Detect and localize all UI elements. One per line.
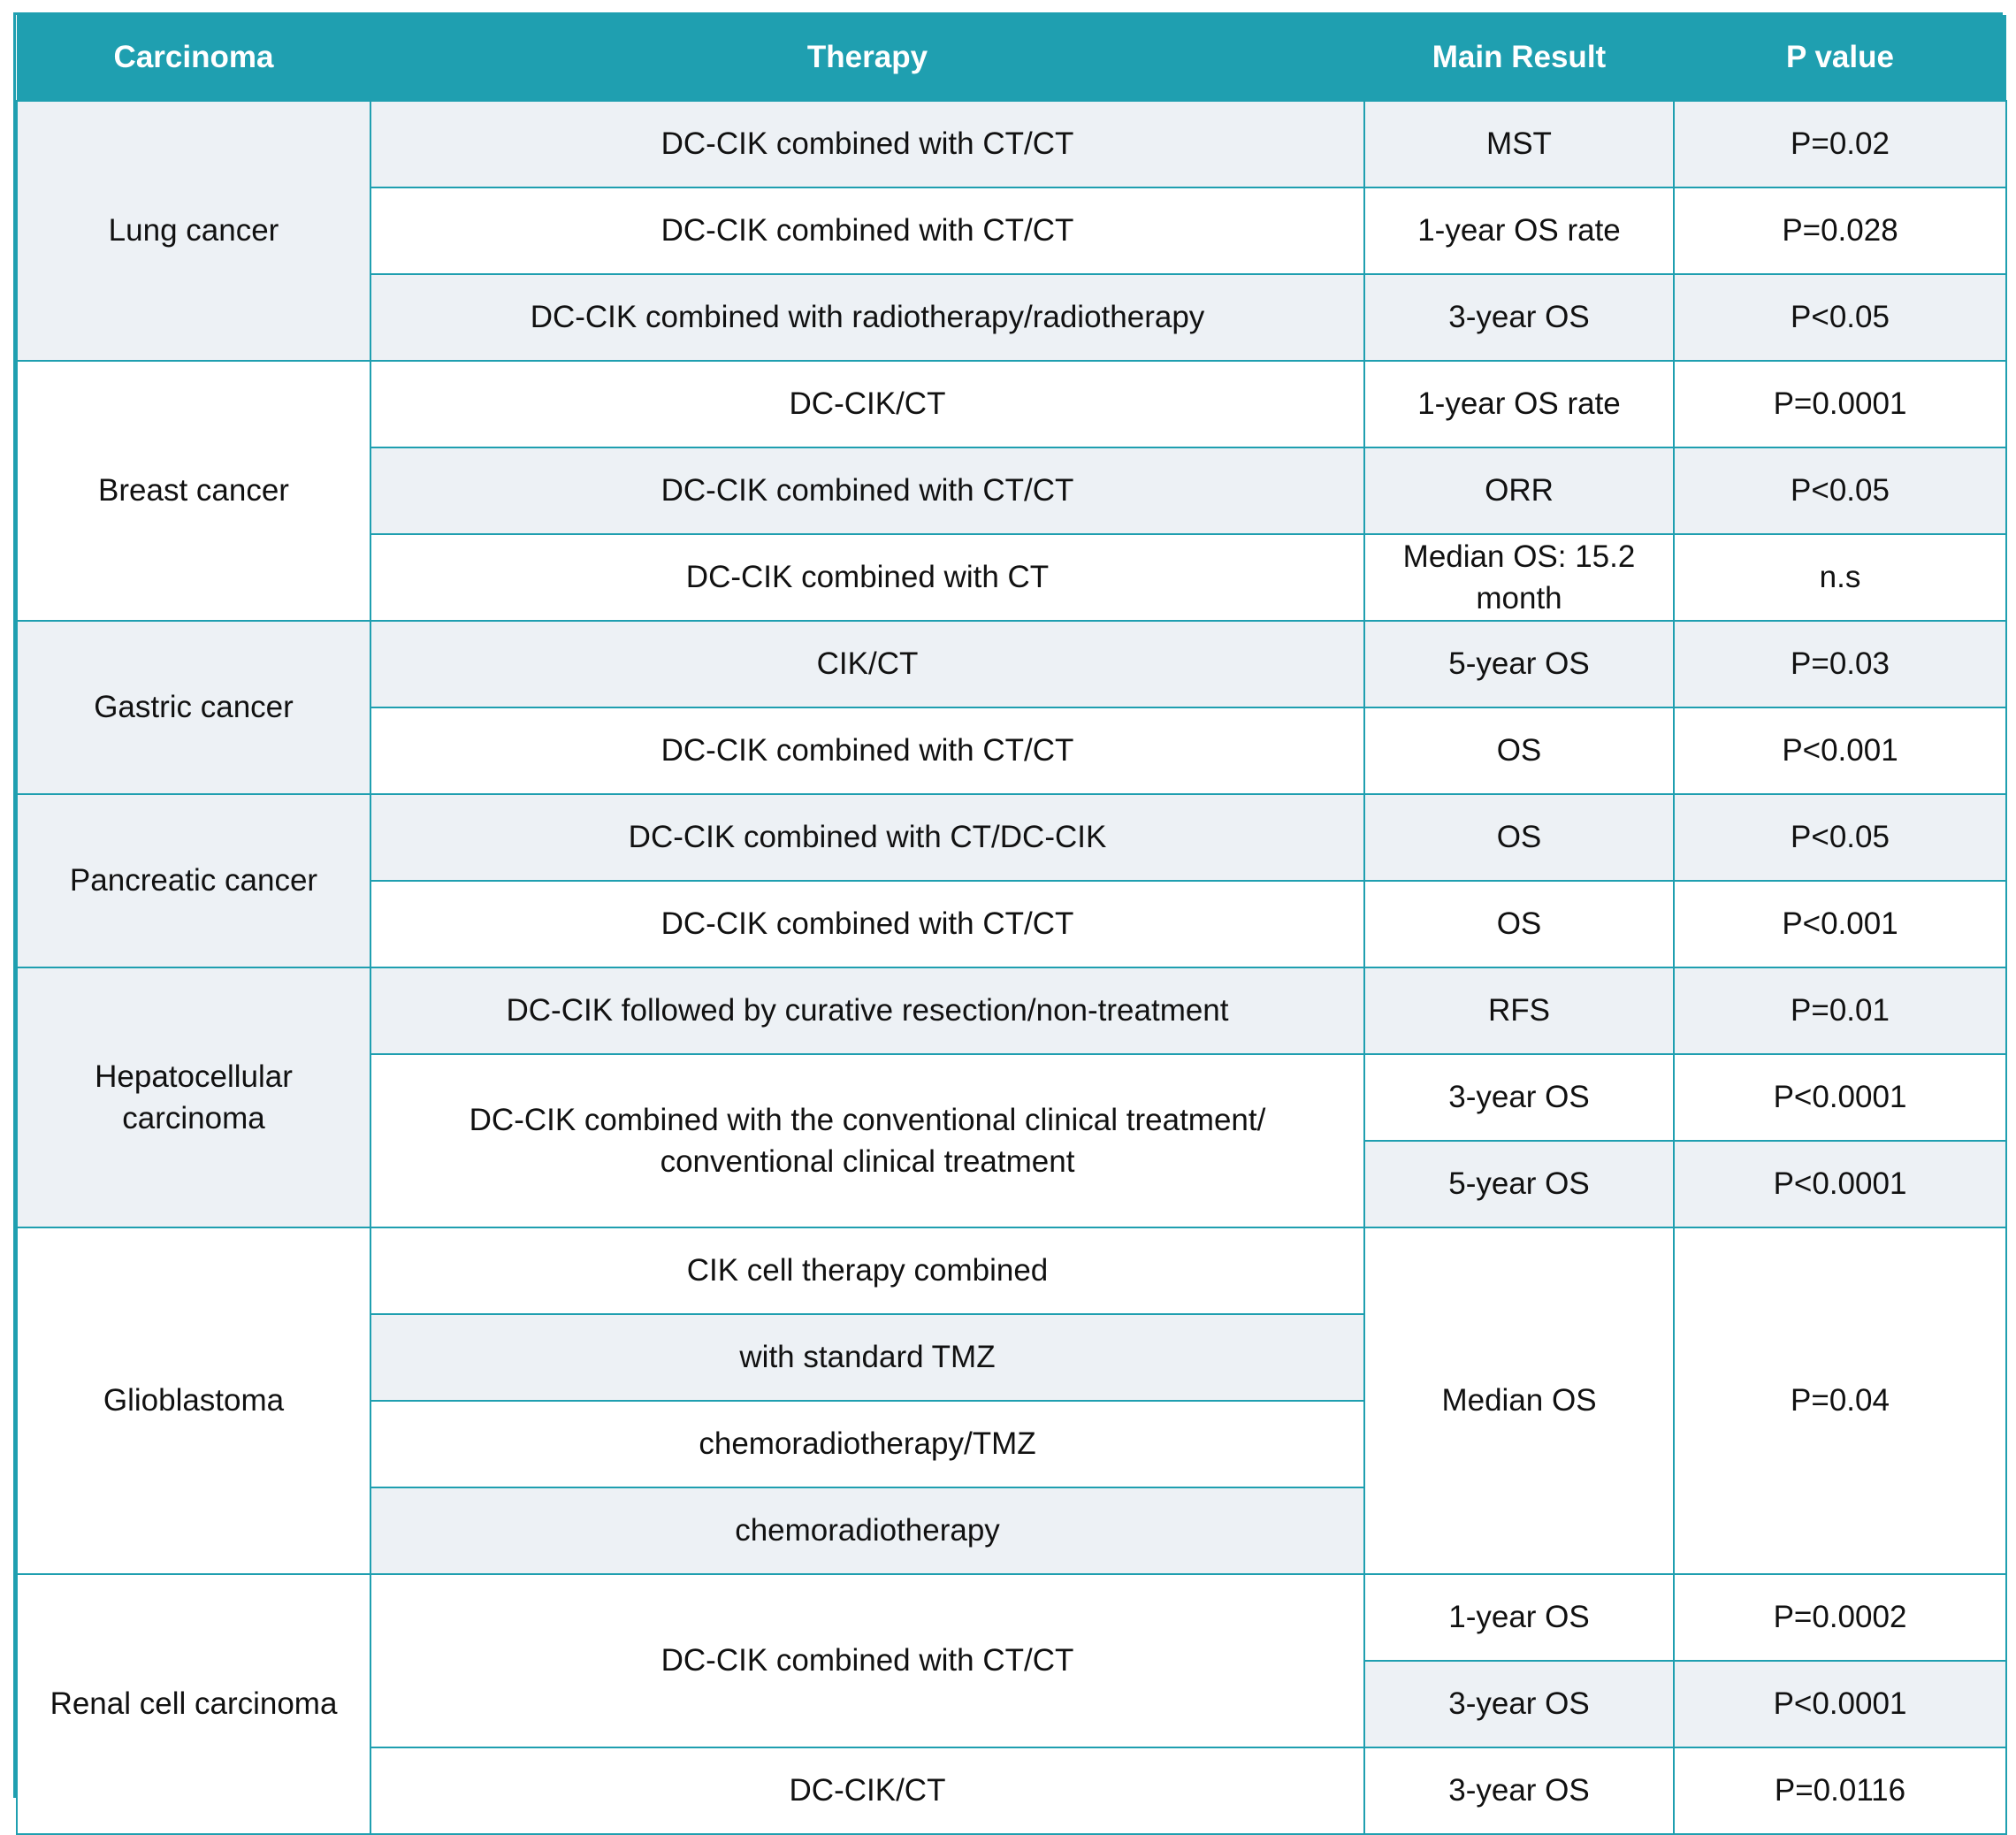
result-cell: 3-year OS (1363, 1053, 1675, 1142)
p-value-cell: P<0.05 (1673, 447, 2007, 535)
carcinoma-cell: Pancreatic cancer (16, 793, 371, 968)
table-row: Pancreatic cancer DC-CIK combined with C… (16, 793, 2007, 968)
table-row: 5-year OS P<0.0001 (17, 1140, 2007, 1228)
carcinoma-cell: Lung cancer (16, 100, 371, 362)
table-row: Breast cancer DC-CIK/CT 1-year OS rate P… (16, 360, 2007, 622)
result-cell: OS (1363, 880, 1675, 968)
therapy-cell: DC-CIK combined with CT/CT (370, 100, 1365, 188)
result-cell: 1-year OS rate (1363, 360, 1675, 448)
p-value-cell: n.s (1673, 533, 2007, 622)
result-cell: 3-year OS (1363, 1660, 1675, 1748)
therapy-cell: DC-CIK combined with the conventional cl… (370, 1053, 1365, 1228)
table-row: DC-CIK combined with CT/CT OS P<0.001 (17, 707, 2007, 795)
p-value-cell: P=0.0116 (1673, 1747, 2007, 1835)
table-row: Gastric cancer CIK/CT 5-year OS P=0.03 (16, 620, 2007, 795)
therapy-cell: DC-CIK combined with radiotherapy/radiot… (370, 273, 1365, 362)
p-value-cell: P<0.0001 (1673, 1140, 2007, 1228)
table-row: Glioblastoma CIK cell therapy combined M… (16, 1227, 2007, 1575)
table-row: chemoradiotherapy (17, 1487, 2006, 1575)
result-cell: 1-year OS rate (1363, 187, 1675, 275)
therapy-cell: DC-CIK combined with CT/CT (370, 1573, 1365, 1748)
p-value-cell: P=0.01 (1673, 967, 2007, 1055)
result-cell: RFS (1363, 967, 1675, 1055)
result-cell: OS (1363, 793, 1675, 882)
table-row: Renal cell carcinoma DC-CIK combined wit… (16, 1573, 2007, 1835)
p-value-cell: P<0.001 (1673, 707, 2007, 795)
result-cell: ORR (1363, 447, 1675, 535)
therapy-cell: DC-CIK/CT (370, 360, 1365, 448)
header-p-value: P value (1674, 15, 2006, 101)
therapy-cell: DC-CIK combined with CT/CT (370, 187, 1365, 275)
therapy-cell: with standard TMZ (370, 1313, 1365, 1402)
table-row: DC-CIK combined with the conventional cl… (17, 1053, 2007, 1228)
results-table: Carcinoma Therapy Main Result P value Lu… (16, 15, 2007, 1835)
table-row: DC-CIK combined with CT/CT OS P<0.001 (17, 880, 2007, 968)
carcinoma-cell: Glioblastoma (16, 1227, 371, 1575)
results-table-container: Carcinoma Therapy Main Result P value Lu… (13, 12, 2007, 1835)
p-value-cell: P=0.028 (1673, 187, 2007, 275)
therapy-cell: DC-CIK combined with CT/CT (370, 880, 1365, 968)
p-value-cell: P<0.001 (1673, 880, 2007, 968)
carcinoma-cell: Renal cell carcinoma (16, 1573, 371, 1835)
therapy-cell: DC-CIK combined with CT/CT (370, 707, 1365, 795)
p-value-cell: P=0.0001 (1673, 360, 2007, 448)
therapy-cell: DC-CIK combined with CT/CT (370, 447, 1365, 535)
result-cell: Median OS (1363, 1227, 1675, 1575)
carcinoma-cell: Gastric cancer (16, 620, 371, 795)
p-value-cell: P=0.03 (1673, 620, 2007, 708)
p-value-cell: P<0.05 (1673, 273, 2007, 362)
therapy-cell: DC-CIK combined with CT/DC-CIK (370, 793, 1365, 882)
p-value-cell: P<0.05 (1673, 793, 2007, 882)
p-value-cell: P=0.0002 (1673, 1573, 2007, 1662)
table-row: DC-CIK combined with CT/CT 1-year OS rat… (17, 187, 2007, 275)
carcinoma-cell: Breast cancer (16, 360, 371, 622)
p-value-cell: P=0.02 (1673, 100, 2007, 188)
result-cell: 3-year OS (1363, 273, 1675, 362)
p-value-cell: P<0.0001 (1673, 1053, 2007, 1142)
table-row: DC-CIK combined with CT Median OS: 15.2 … (17, 533, 2007, 622)
therapy-cell: chemoradiotherapy/TMZ (370, 1400, 1365, 1488)
therapy-cell: CIK/CT (370, 620, 1365, 708)
therapy-cell: DC-CIK combined with CT (370, 533, 1365, 622)
therapy-cell: DC-CIK/CT (370, 1747, 1365, 1835)
result-cell: MST (1363, 100, 1675, 188)
header-carcinoma: Carcinoma (17, 15, 370, 101)
therapy-cell: chemoradiotherapy (370, 1487, 1365, 1575)
p-value-cell: P=0.04 (1673, 1227, 2007, 1575)
result-cell: 5-year OS (1363, 1140, 1675, 1228)
therapy-cell: CIK cell therapy combined (370, 1227, 1365, 1315)
table-row: Hepatocellular carcinoma DC-CIK followed… (16, 967, 2007, 1228)
table-row: DC-CIK combined with CT/CT ORR P<0.05 (17, 447, 2007, 535)
result-cell: 5-year OS (1363, 620, 1675, 708)
table-row: with standard TMZ (17, 1313, 2006, 1402)
result-cell: 1-year OS (1363, 1573, 1675, 1662)
header-main-result: Main Result (1364, 15, 1674, 101)
header-row: Carcinoma Therapy Main Result P value (17, 15, 2006, 101)
table-row: chemoradiotherapy/TMZ (17, 1400, 2006, 1488)
p-value-cell: P<0.0001 (1673, 1660, 2007, 1748)
carcinoma-cell: Hepatocellular carcinoma (16, 967, 371, 1228)
result-cell: OS (1363, 707, 1675, 795)
table-row: Lung cancer DC-CIK combined with CT/CT M… (16, 100, 2007, 362)
table-row: DC-CIK combined with radiotherapy/radiot… (17, 273, 2007, 362)
result-cell: 3-year OS (1363, 1747, 1675, 1835)
header-therapy: Therapy (370, 15, 1364, 101)
table-row: 3-year OS P<0.0001 (17, 1660, 2007, 1748)
result-cell: Median OS: 15.2 month (1363, 533, 1675, 622)
therapy-cell: DC-CIK followed by curative resection/no… (370, 967, 1365, 1055)
